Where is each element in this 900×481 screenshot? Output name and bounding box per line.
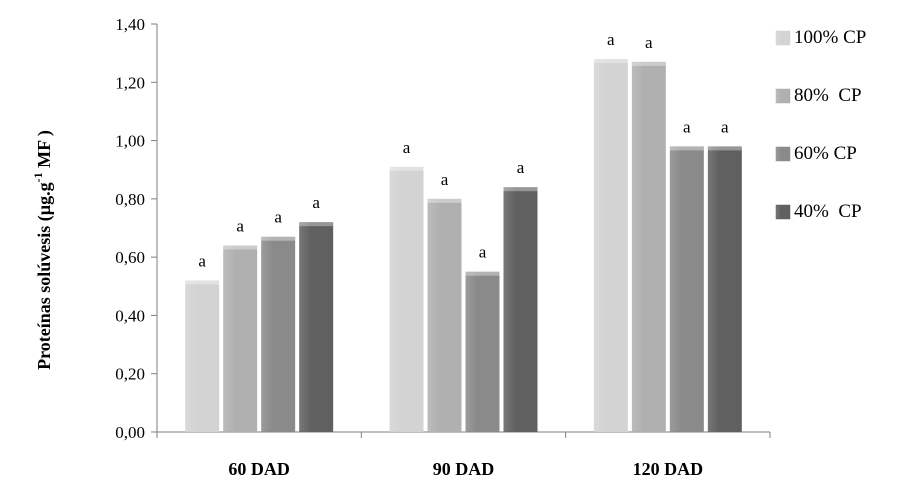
bar: [669, 146, 704, 432]
bar: [185, 280, 220, 432]
legend-swatch: [775, 204, 791, 220]
bar-data-label: a: [403, 138, 411, 157]
y-axis-title: Proteínas solúvesis (µg.g-1 MF ): [31, 130, 55, 370]
y-tick-label: 1,40: [115, 15, 145, 34]
x-category-label: 120 DAD: [633, 459, 704, 479]
legend-swatch: [775, 30, 791, 46]
bar-data-label: a: [236, 216, 244, 235]
bar: [427, 198, 462, 432]
data-labels: a a a a a a a a a a a a: [198, 30, 729, 270]
legend-swatch: [775, 146, 791, 162]
bar: [707, 146, 742, 432]
legend: 100% CP 80% CP 60% CP 40% CP: [775, 27, 866, 222]
bar-bevel: [223, 245, 258, 250]
bar-data-label: a: [645, 33, 653, 52]
x-category-label: 90 DAD: [433, 459, 495, 479]
bar: [389, 166, 424, 433]
y-tick-label: 0,60: [115, 248, 145, 267]
bar: [631, 61, 666, 433]
legend-swatch: [775, 88, 791, 104]
bar-data-label: a: [683, 117, 691, 136]
bar: [261, 236, 296, 432]
y-tick-label: 1,20: [115, 73, 145, 92]
bar-data-label: a: [312, 193, 320, 212]
y-tick-label: 0,80: [115, 190, 145, 209]
bar-bevel: [669, 146, 704, 151]
bar-bevel: [465, 271, 500, 276]
bar-bevel: [707, 146, 742, 151]
bar: [593, 58, 628, 432]
legend-label: 80% CP: [794, 85, 862, 106]
bar: [503, 187, 538, 432]
bar-data-label: a: [607, 30, 615, 49]
bar-data-label: a: [721, 117, 729, 136]
legend-label: 60% CP: [794, 143, 857, 164]
y-tick-label: 1,00: [115, 132, 145, 151]
bar: [223, 245, 258, 432]
y-tick-label: 0,40: [115, 306, 145, 325]
bar-bevel: [631, 61, 666, 66]
bar-data-label: a: [517, 158, 525, 177]
bar-data-label: a: [274, 208, 282, 227]
y-axis: 0,00 0,20 0,40 0,60 0,80 1,00 1,20 1,40: [115, 15, 158, 442]
legend-label: 100% CP: [794, 27, 866, 48]
y-tick-label: 0,00: [115, 423, 145, 442]
bars: [185, 58, 742, 433]
bar-bevel: [427, 198, 462, 203]
x-category-label: 60 DAD: [228, 459, 290, 479]
legend-label: 40% CP: [794, 201, 862, 222]
x-axis: 60 DAD 90 DAD 120 DAD: [156, 431, 771, 479]
bar-data-label: a: [441, 170, 449, 189]
bar-bevel: [299, 222, 334, 227]
bar-bevel: [503, 187, 538, 192]
bar-data-label: a: [479, 243, 487, 262]
bar: [465, 271, 500, 432]
y-tick-label: 0,20: [115, 365, 145, 384]
bar: [299, 222, 334, 432]
bar-bevel: [389, 166, 424, 171]
bar-bevel: [593, 58, 628, 63]
bar-data-label: a: [198, 251, 206, 270]
bar-bevel: [185, 280, 220, 285]
bar-bevel: [261, 236, 296, 241]
